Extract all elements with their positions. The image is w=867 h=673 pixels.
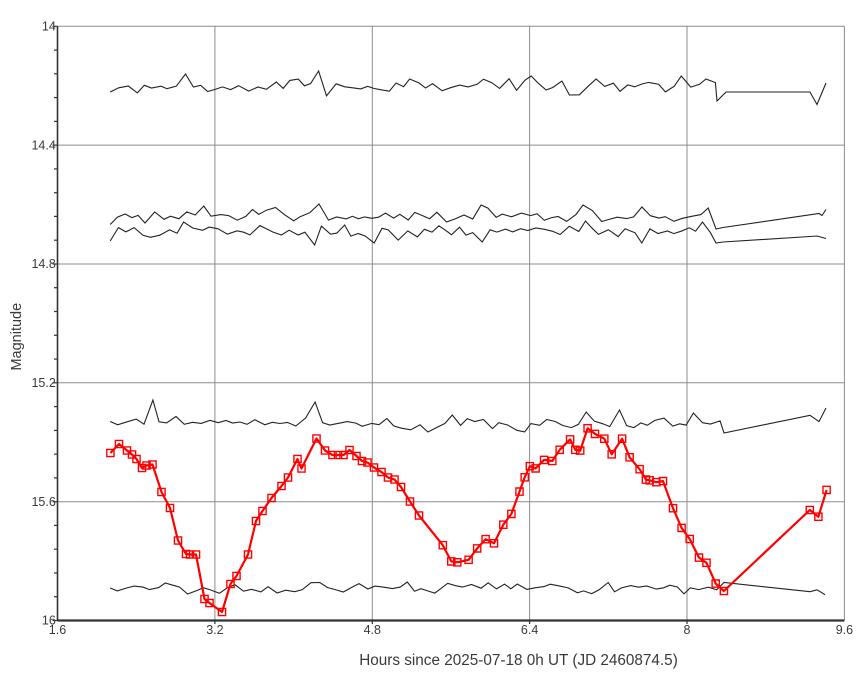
svg-text:15.2: 15.2 [31,376,55,390]
svg-text:16: 16 [42,614,56,628]
svg-text:3.2: 3.2 [206,623,223,637]
svg-text:4.8: 4.8 [364,623,381,637]
svg-text:14.4: 14.4 [31,138,55,152]
svg-text:1.6: 1.6 [49,623,66,637]
svg-text:9.6: 9.6 [836,623,853,637]
svg-text:6.4: 6.4 [521,623,538,637]
svg-text:14: 14 [42,20,56,34]
svg-text:14.8: 14.8 [31,257,55,271]
svg-text:Hours since 2025-07-18 0h UT (: Hours since 2025-07-18 0h UT (JD 2460874… [359,652,678,669]
svg-text:Magnitude: Magnitude [9,303,25,371]
svg-text:15.6: 15.6 [31,495,55,509]
svg-text:8: 8 [684,623,691,637]
